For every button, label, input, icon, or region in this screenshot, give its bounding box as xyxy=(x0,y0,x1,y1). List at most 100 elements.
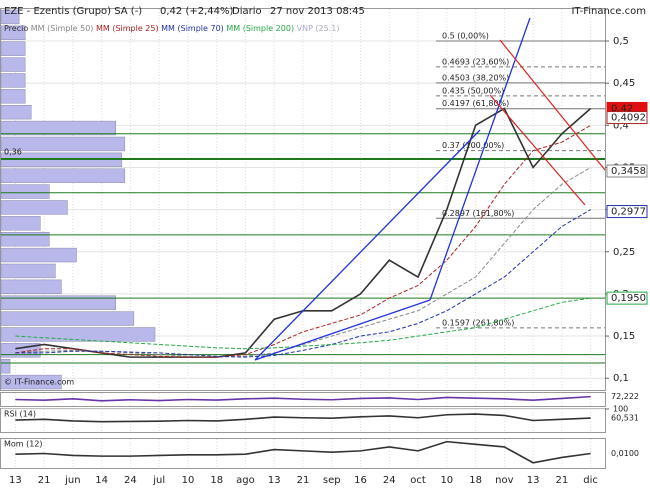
header-quote: 0,42 (+2,44%) xyxy=(160,6,233,17)
price-marker-label: 60,531 xyxy=(611,414,639,423)
header-datetime: 27 nov 2013 08:45 xyxy=(270,6,365,17)
series-line xyxy=(15,413,591,423)
price-marker-label: 72,222 xyxy=(611,392,639,401)
x-tick-label: 16 xyxy=(354,475,367,486)
y-tick-label: 0,25 xyxy=(613,247,635,258)
y-tick-label: 0,4 xyxy=(613,120,629,131)
copyright: © IT-Finance.com xyxy=(4,378,74,387)
x-tick-label: 13 xyxy=(9,475,22,486)
x-tick-label: 21 xyxy=(297,475,310,486)
volume-profile-bar xyxy=(0,216,41,231)
volume-profile-bar xyxy=(0,89,26,104)
legend-entry: Precio xyxy=(4,24,28,33)
fibonacci-label: 0.1597 (261,80%) xyxy=(442,318,514,327)
x-tick-label: 10 xyxy=(440,475,453,486)
x-tick-label: 10 xyxy=(182,475,195,486)
series-line xyxy=(15,209,591,358)
price-marker-label: 0,4092 xyxy=(611,113,646,124)
x-tick-label: jul xyxy=(152,475,165,486)
fibonacci-label: 0.37 (100,00%) xyxy=(442,141,504,150)
x-tick-label: 18 xyxy=(210,475,223,486)
series-line xyxy=(15,395,591,402)
header-title: EZE - Ezentis (Grupo) SA (-) xyxy=(4,6,142,17)
legend-entry: MM (Simple 200) xyxy=(226,24,294,33)
x-tick-label: 14 xyxy=(95,475,108,486)
series-line xyxy=(15,167,591,358)
x-tick-label: 24 xyxy=(383,475,396,486)
volume-profile-bar xyxy=(0,136,126,152)
panel-title: Mom (12) xyxy=(4,440,43,449)
panel-title: RSI (14) xyxy=(4,410,36,419)
price-marker xyxy=(606,164,648,178)
volume-profile-bar xyxy=(0,295,117,310)
fibonacci-label: 0.4197 (61,80%) xyxy=(442,99,509,108)
x-tick-label: 24 xyxy=(124,475,137,486)
fibonacci-label: 0.5 (0,00%) xyxy=(442,32,489,41)
x-tick-label: 21 xyxy=(38,475,51,486)
volume-profile-bar xyxy=(0,168,126,183)
volume-profile-bar xyxy=(0,279,62,294)
series-line xyxy=(15,440,591,464)
series-line xyxy=(15,124,591,358)
legend-entry: MM (Simple 70) xyxy=(161,24,224,33)
header-site: IT-Finance.com xyxy=(571,6,646,17)
series-line xyxy=(15,297,591,350)
price-marker xyxy=(607,412,647,425)
legend-entry: MM (Simple 50) xyxy=(31,24,94,33)
x-tick-label: sep xyxy=(323,475,341,486)
volume-profile-bar xyxy=(0,374,62,390)
legend: Precio MM (Simple 50) MM (Simple 25) MM … xyxy=(4,24,340,33)
x-tick-label: 21 xyxy=(555,475,568,486)
price-marker xyxy=(607,390,647,403)
trend-line xyxy=(254,299,431,361)
price-marker xyxy=(606,111,648,125)
price-marker-label: 0,3458 xyxy=(611,166,646,177)
price-marker-label: 0,42 xyxy=(611,103,633,114)
volume-profile-bar xyxy=(0,247,77,263)
x-tick-label: 18 xyxy=(469,475,482,486)
level-label: 0,36 xyxy=(4,148,22,157)
x-tick-label: nov xyxy=(495,475,513,486)
price-marker xyxy=(606,291,648,305)
x-tick-label: 13 xyxy=(268,475,281,486)
volume-profile-bar xyxy=(0,9,20,25)
y-tick-label: 0,5 xyxy=(613,36,629,47)
x-tick-label: 13 xyxy=(527,475,540,486)
channel-line xyxy=(489,94,586,206)
y-tick-label: 0,15 xyxy=(613,331,635,342)
volume-profile-bar xyxy=(0,263,56,279)
channel-line xyxy=(499,39,606,171)
price-marker xyxy=(606,205,648,219)
fibonacci-label: 0.4503 (38,20%) xyxy=(442,73,509,82)
trend-line xyxy=(254,129,481,361)
legend-entry: MM (Simple 25) xyxy=(96,24,159,33)
plot: 0,10,150,20,250,30,350,40,450,50,360.5 (… xyxy=(0,9,648,486)
x-tick-label: jun xyxy=(64,475,80,486)
price-marker xyxy=(607,447,647,460)
vol-frame xyxy=(0,392,606,407)
volume-profile-bar xyxy=(0,73,26,88)
volume-profile-bar xyxy=(0,57,26,72)
volume-profile-bar xyxy=(0,41,26,56)
price-marker-label: 0,0100 xyxy=(611,449,639,458)
fibonacci-label: 0.435 (50,00%) xyxy=(442,86,504,95)
y-tick-label: 0,1 xyxy=(613,373,629,384)
x-tick-label: ago xyxy=(236,475,255,486)
fibonacci-label: 0.4693 (23,60%) xyxy=(442,57,509,66)
volume-profile-bar xyxy=(0,200,68,215)
fibonacci-label: 0.2897 (161,80%) xyxy=(442,209,514,218)
mom-frame xyxy=(0,438,606,469)
volume-profile-bar xyxy=(0,105,32,120)
x-tick-label: oct xyxy=(410,475,426,486)
volume-profile-bar xyxy=(0,120,117,136)
volume-profile-bar xyxy=(0,232,50,247)
x-tick-label: dic xyxy=(583,475,598,486)
legend-entry: VNP (25.1) xyxy=(297,24,340,33)
main-frame xyxy=(0,8,606,391)
y-tick-label: 0,45 xyxy=(613,78,635,89)
price-marker-label: 0,1950 xyxy=(611,293,646,304)
header-period: Diario xyxy=(232,6,262,17)
volume-profile-bar xyxy=(0,311,135,326)
